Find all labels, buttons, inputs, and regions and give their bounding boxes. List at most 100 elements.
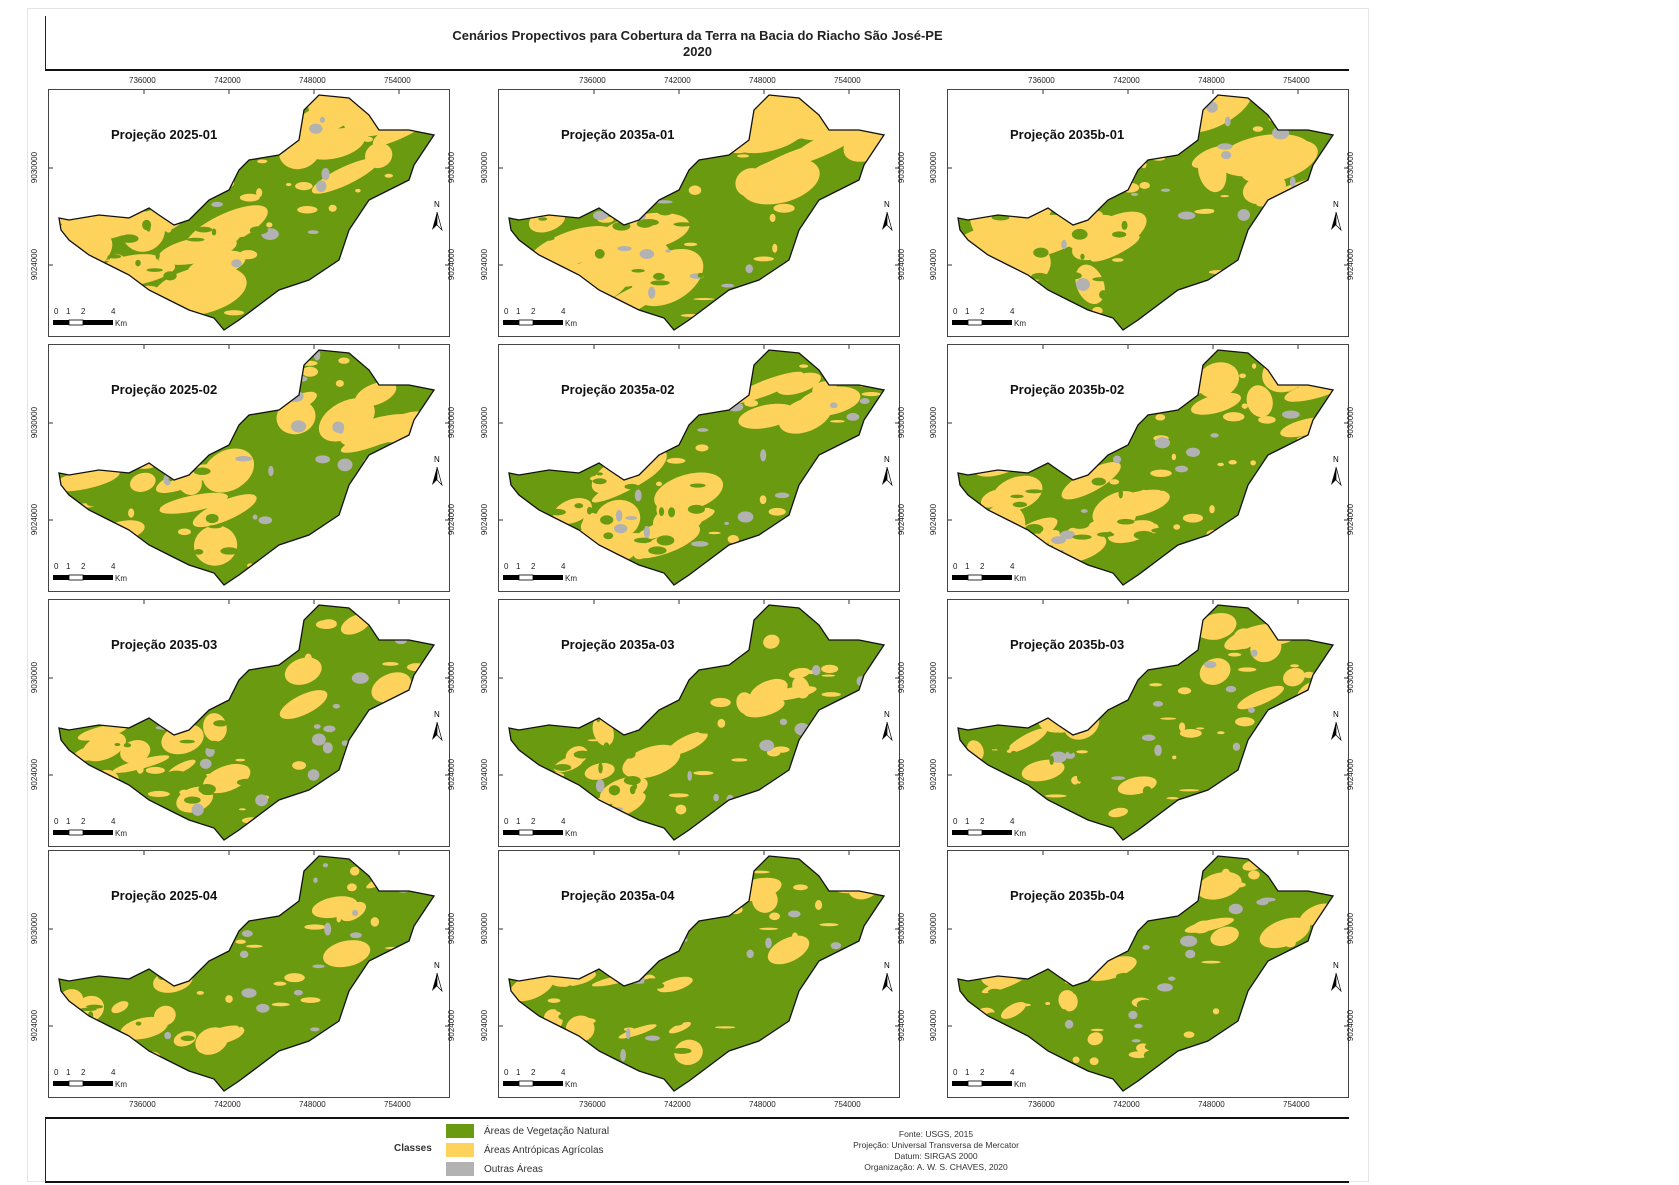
scale-label: 0 <box>504 817 509 826</box>
x-tick-label: 748000 <box>299 1100 326 1109</box>
agricultural-patch <box>727 535 739 544</box>
agricultural-patch <box>336 915 341 923</box>
agricultural-patch <box>602 651 612 662</box>
other-area <box>1142 945 1150 950</box>
agricultural-area <box>771 118 805 141</box>
agricultural-patch <box>295 181 313 191</box>
agricultural-patch <box>1217 731 1225 735</box>
vegetation-patch <box>1003 732 1012 740</box>
x-tick-label: 748000 <box>1198 76 1225 85</box>
agricultural-patch <box>338 357 350 364</box>
agricultural-patch <box>1089 1057 1099 1066</box>
other-area <box>1307 860 1315 870</box>
other-area <box>1215 280 1223 290</box>
vegetation-patch <box>970 535 978 544</box>
agricultural-patch <box>825 564 833 573</box>
y-tick-label: 9024000 <box>897 1009 907 1042</box>
agricultural-patch <box>685 254 695 265</box>
vegetation-patch <box>1031 272 1048 280</box>
agricultural-patch <box>597 926 610 931</box>
vegetation-patch <box>111 996 129 1001</box>
panel-title: Projeção 2035b-04 <box>1010 888 1125 903</box>
agricultural-patch <box>533 361 547 369</box>
agricultural-patch <box>693 770 714 776</box>
vegetation-patch <box>86 500 101 507</box>
scale-label: 1 <box>66 817 71 826</box>
vegetation-patch <box>122 494 135 504</box>
other-area <box>830 942 842 950</box>
agricultural-patch <box>731 758 748 762</box>
agricultural-patch <box>1192 816 1214 821</box>
vegetation-patch <box>1141 199 1151 207</box>
vegetation-patch <box>260 1049 273 1061</box>
agricultural-patch <box>1033 827 1042 832</box>
agricultural-patch <box>1165 824 1183 831</box>
scale-bar <box>952 319 1012 326</box>
agricultural-patch <box>1186 1051 1198 1058</box>
vegetation-patch <box>664 798 672 809</box>
other-area <box>375 985 383 998</box>
agricultural-area <box>188 252 247 275</box>
north-arrow-icon <box>882 211 893 232</box>
other-area <box>159 147 171 156</box>
agricultural-patch <box>744 399 759 407</box>
agricultural-patch <box>648 688 663 692</box>
vegetation-patch <box>1143 1050 1163 1061</box>
vegetation-patch <box>114 742 121 747</box>
agricultural-patch <box>297 206 318 214</box>
other-area <box>1177 211 1196 220</box>
agricultural-area <box>1259 917 1311 949</box>
agricultural-patch <box>88 737 102 742</box>
agricultural-patch <box>1252 126 1264 132</box>
other-area <box>846 413 860 421</box>
agricultural-area <box>509 777 538 800</box>
other-area <box>1281 726 1291 737</box>
other-area <box>387 482 403 492</box>
y-tick-label: 9030000 <box>480 151 490 184</box>
agricultural-patch <box>90 903 112 907</box>
other-area <box>1175 465 1189 473</box>
agricultural-patch <box>165 224 172 233</box>
agricultural-patch <box>825 389 841 397</box>
vegetation-patch <box>1006 768 1020 775</box>
agricultural-patch <box>728 905 743 915</box>
agricultural-patch <box>163 175 174 180</box>
vegetation-patch <box>1055 461 1066 468</box>
other-area <box>322 863 329 868</box>
agricultural-patch <box>610 107 629 114</box>
agricultural-patch <box>1182 643 1194 651</box>
north-arrow-icon <box>432 211 443 232</box>
agricultural-patch <box>213 438 221 442</box>
other-area <box>817 241 834 255</box>
vegetation-patch <box>242 738 249 749</box>
other-area <box>203 695 211 700</box>
agricultural-area <box>1191 392 1241 415</box>
vegetation-patch <box>1002 275 1008 283</box>
other-area <box>178 663 185 669</box>
agricultural-patch <box>520 173 536 179</box>
agricultural-patch <box>158 920 170 927</box>
panel-title: Projeção 2035b-03 <box>1010 637 1125 652</box>
other-area <box>1224 116 1231 127</box>
other-area <box>1043 621 1055 625</box>
vegetation-patch <box>1024 524 1044 534</box>
agricultural-area <box>735 168 766 198</box>
vegetation-patch <box>634 537 652 544</box>
vegetation-patch <box>1153 795 1169 799</box>
vegetation-patch <box>125 967 135 971</box>
agricultural-patch <box>419 728 433 738</box>
agricultural-patch <box>812 1066 818 1072</box>
agricultural-patch <box>829 1029 845 1037</box>
y-tick-label: 9030000 <box>929 661 939 694</box>
agricultural-patch <box>420 353 430 361</box>
other-area <box>1178 616 1195 620</box>
vegetation-patch <box>1121 220 1128 230</box>
other-area <box>294 285 300 292</box>
natural-vegetation-base <box>958 350 1333 585</box>
agricultural-patch <box>1002 931 1017 939</box>
basin-outline <box>508 94 886 331</box>
agricultural-patch <box>120 554 126 561</box>
vegetation-patch <box>87 196 104 207</box>
agricultural-patch <box>1212 1008 1220 1015</box>
other-area <box>1130 413 1137 422</box>
